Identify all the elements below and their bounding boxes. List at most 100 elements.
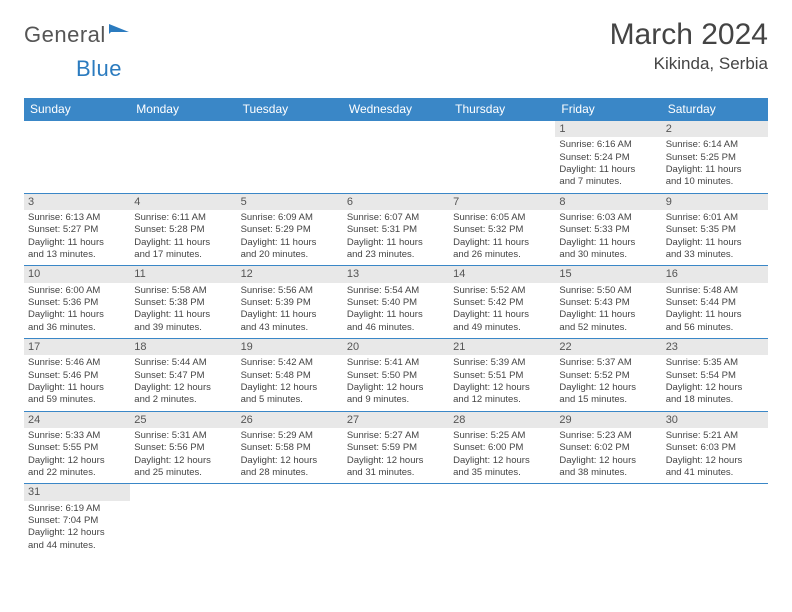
sunset-text: Sunset: 6:00 PM bbox=[453, 442, 551, 454]
calendar-week-row: 10Sunrise: 6:00 AMSunset: 5:36 PMDayligh… bbox=[24, 266, 768, 339]
day-number: 20 bbox=[343, 339, 449, 355]
daylight1-text: Daylight: 11 hours bbox=[347, 237, 445, 249]
daylight1-text: Daylight: 11 hours bbox=[666, 237, 764, 249]
day-number: 29 bbox=[555, 412, 661, 428]
calendar-day-cell: 5Sunrise: 6:09 AMSunset: 5:29 PMDaylight… bbox=[237, 193, 343, 266]
calendar-day-cell: 30Sunrise: 5:21 AMSunset: 6:03 PMDayligh… bbox=[662, 411, 768, 484]
day-number: 24 bbox=[24, 412, 130, 428]
calendar-day-cell: 16Sunrise: 5:48 AMSunset: 5:44 PMDayligh… bbox=[662, 266, 768, 339]
weekday-header: Friday bbox=[555, 98, 661, 121]
calendar-day-cell bbox=[662, 484, 768, 556]
calendar-day-cell: 2Sunrise: 6:14 AMSunset: 5:25 PMDaylight… bbox=[662, 121, 768, 194]
calendar-week-row: 1Sunrise: 6:16 AMSunset: 5:24 PMDaylight… bbox=[24, 121, 768, 194]
calendar-day-cell bbox=[24, 121, 130, 194]
daylight2-text: and 18 minutes. bbox=[666, 394, 764, 406]
calendar-day-cell: 27Sunrise: 5:27 AMSunset: 5:59 PMDayligh… bbox=[343, 411, 449, 484]
calendar-day-cell: 8Sunrise: 6:03 AMSunset: 5:33 PMDaylight… bbox=[555, 193, 661, 266]
daylight1-text: Daylight: 11 hours bbox=[666, 164, 764, 176]
sunrise-text: Sunrise: 5:39 AM bbox=[453, 357, 551, 369]
daylight2-text: and 22 minutes. bbox=[28, 467, 126, 479]
daylight1-text: Daylight: 11 hours bbox=[559, 164, 657, 176]
sunset-text: Sunset: 5:56 PM bbox=[134, 442, 232, 454]
calendar-day-cell: 6Sunrise: 6:07 AMSunset: 5:31 PMDaylight… bbox=[343, 193, 449, 266]
sunset-text: Sunset: 5:43 PM bbox=[559, 297, 657, 309]
calendar-day-cell: 11Sunrise: 5:58 AMSunset: 5:38 PMDayligh… bbox=[130, 266, 236, 339]
calendar-table: SundayMondayTuesdayWednesdayThursdayFrid… bbox=[24, 98, 768, 556]
calendar-day-cell: 28Sunrise: 5:25 AMSunset: 6:00 PMDayligh… bbox=[449, 411, 555, 484]
sunset-text: Sunset: 5:47 PM bbox=[134, 370, 232, 382]
daylight1-text: Daylight: 11 hours bbox=[347, 309, 445, 321]
daylight2-text: and 33 minutes. bbox=[666, 249, 764, 261]
calendar-day-cell bbox=[237, 121, 343, 194]
sunset-text: Sunset: 5:38 PM bbox=[134, 297, 232, 309]
calendar-day-cell bbox=[130, 484, 236, 556]
sunrise-text: Sunrise: 6:09 AM bbox=[241, 212, 339, 224]
calendar-day-cell bbox=[343, 121, 449, 194]
calendar-week-row: 31Sunrise: 6:19 AMSunset: 7:04 PMDayligh… bbox=[24, 484, 768, 556]
sunrise-text: Sunrise: 6:07 AM bbox=[347, 212, 445, 224]
day-number: 12 bbox=[237, 266, 343, 282]
daylight2-text: and 25 minutes. bbox=[134, 467, 232, 479]
daylight2-text: and 36 minutes. bbox=[28, 322, 126, 334]
calendar-day-cell: 26Sunrise: 5:29 AMSunset: 5:58 PMDayligh… bbox=[237, 411, 343, 484]
daylight1-text: Daylight: 12 hours bbox=[28, 455, 126, 467]
calendar-day-cell: 22Sunrise: 5:37 AMSunset: 5:52 PMDayligh… bbox=[555, 339, 661, 412]
calendar-day-cell: 4Sunrise: 6:11 AMSunset: 5:28 PMDaylight… bbox=[130, 193, 236, 266]
day-number: 18 bbox=[130, 339, 236, 355]
calendar-day-cell: 29Sunrise: 5:23 AMSunset: 6:02 PMDayligh… bbox=[555, 411, 661, 484]
sunrise-text: Sunrise: 6:00 AM bbox=[28, 285, 126, 297]
sunset-text: Sunset: 5:44 PM bbox=[666, 297, 764, 309]
sunrise-text: Sunrise: 5:31 AM bbox=[134, 430, 232, 442]
logo-text-blue: Blue bbox=[76, 56, 122, 81]
sunset-text: Sunset: 5:24 PM bbox=[559, 152, 657, 164]
day-number: 8 bbox=[555, 194, 661, 210]
calendar-day-cell: 3Sunrise: 6:13 AMSunset: 5:27 PMDaylight… bbox=[24, 193, 130, 266]
calendar-day-cell: 18Sunrise: 5:44 AMSunset: 5:47 PMDayligh… bbox=[130, 339, 236, 412]
day-number: 15 bbox=[555, 266, 661, 282]
sunset-text: Sunset: 6:03 PM bbox=[666, 442, 764, 454]
sunrise-text: Sunrise: 6:19 AM bbox=[28, 503, 126, 515]
sunrise-text: Sunrise: 5:23 AM bbox=[559, 430, 657, 442]
calendar-week-row: 3Sunrise: 6:13 AMSunset: 5:27 PMDaylight… bbox=[24, 193, 768, 266]
sunset-text: Sunset: 5:42 PM bbox=[453, 297, 551, 309]
day-number: 30 bbox=[662, 412, 768, 428]
daylight1-text: Daylight: 11 hours bbox=[559, 309, 657, 321]
daylight2-text: and 17 minutes. bbox=[134, 249, 232, 261]
day-number: 16 bbox=[662, 266, 768, 282]
daylight1-text: Daylight: 11 hours bbox=[453, 237, 551, 249]
daylight2-text: and 52 minutes. bbox=[559, 322, 657, 334]
calendar-day-cell: 1Sunrise: 6:16 AMSunset: 5:24 PMDaylight… bbox=[555, 121, 661, 194]
daylight1-text: Daylight: 12 hours bbox=[453, 455, 551, 467]
day-number: 28 bbox=[449, 412, 555, 428]
sunrise-text: Sunrise: 5:29 AM bbox=[241, 430, 339, 442]
daylight1-text: Daylight: 11 hours bbox=[134, 237, 232, 249]
sunrise-text: Sunrise: 6:01 AM bbox=[666, 212, 764, 224]
daylight1-text: Daylight: 11 hours bbox=[28, 237, 126, 249]
daylight2-text: and 20 minutes. bbox=[241, 249, 339, 261]
calendar-day-cell: 10Sunrise: 6:00 AMSunset: 5:36 PMDayligh… bbox=[24, 266, 130, 339]
sunrise-text: Sunrise: 5:35 AM bbox=[666, 357, 764, 369]
weekday-header: Thursday bbox=[449, 98, 555, 121]
location: Kikinda, Serbia bbox=[610, 54, 768, 74]
sunrise-text: Sunrise: 5:52 AM bbox=[453, 285, 551, 297]
daylight1-text: Daylight: 12 hours bbox=[28, 527, 126, 539]
sunrise-text: Sunrise: 5:33 AM bbox=[28, 430, 126, 442]
calendar-week-row: 24Sunrise: 5:33 AMSunset: 5:55 PMDayligh… bbox=[24, 411, 768, 484]
calendar-day-cell: 25Sunrise: 5:31 AMSunset: 5:56 PMDayligh… bbox=[130, 411, 236, 484]
sunset-text: Sunset: 5:55 PM bbox=[28, 442, 126, 454]
daylight1-text: Daylight: 12 hours bbox=[559, 455, 657, 467]
daylight1-text: Daylight: 11 hours bbox=[241, 237, 339, 249]
calendar-day-cell bbox=[449, 121, 555, 194]
sunset-text: Sunset: 5:52 PM bbox=[559, 370, 657, 382]
sunset-text: Sunset: 5:29 PM bbox=[241, 224, 339, 236]
calendar-day-cell: 7Sunrise: 6:05 AMSunset: 5:32 PMDaylight… bbox=[449, 193, 555, 266]
sunrise-text: Sunrise: 5:54 AM bbox=[347, 285, 445, 297]
day-number: 17 bbox=[24, 339, 130, 355]
day-number: 1 bbox=[555, 121, 661, 137]
calendar-day-cell: 23Sunrise: 5:35 AMSunset: 5:54 PMDayligh… bbox=[662, 339, 768, 412]
calendar-day-cell bbox=[130, 121, 236, 194]
daylight1-text: Daylight: 12 hours bbox=[453, 382, 551, 394]
daylight1-text: Daylight: 12 hours bbox=[241, 455, 339, 467]
weekday-header: Tuesday bbox=[237, 98, 343, 121]
day-number: 31 bbox=[24, 484, 130, 500]
